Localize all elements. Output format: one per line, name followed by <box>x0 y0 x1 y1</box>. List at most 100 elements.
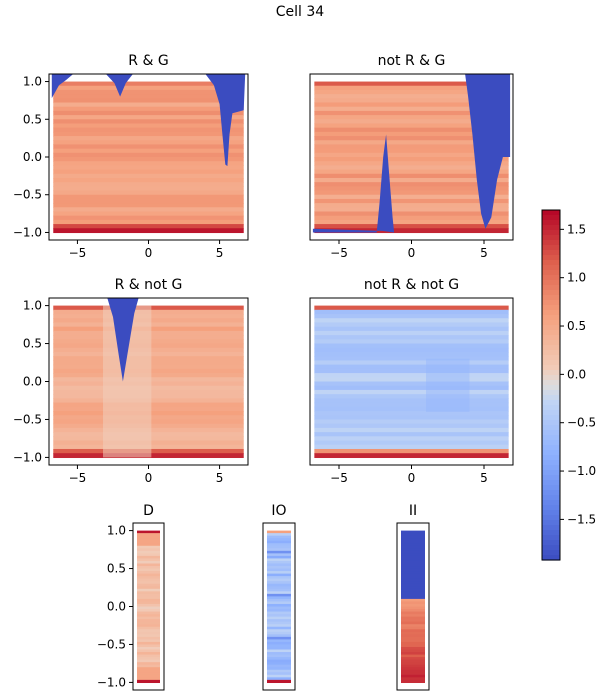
heatmap-row <box>314 389 509 395</box>
colorbar-segment <box>542 555 560 561</box>
heatmap-row <box>314 182 509 187</box>
strip-row <box>137 621 160 625</box>
axes-frame <box>262 522 296 691</box>
x-tick-label: −5 <box>330 246 348 260</box>
figure-title: Cell 34 <box>276 4 325 20</box>
heatmap-row <box>314 436 509 442</box>
strip-row <box>267 603 291 608</box>
strip-row <box>401 609 425 613</box>
colorbar-tick-label: −1.5 <box>567 512 596 526</box>
heatmap-row <box>53 94 244 99</box>
empty-region <box>105 74 133 97</box>
colorbar-segment <box>542 430 560 436</box>
y-tick-label: −0.5 <box>13 412 42 426</box>
heatmap-row <box>53 219 244 225</box>
strip-title: D <box>143 503 154 519</box>
strip-row <box>401 543 425 547</box>
colorbar-frame <box>541 209 561 561</box>
colorbar-segment <box>542 375 560 381</box>
heatmap-row <box>314 94 509 99</box>
strip-row <box>137 677 160 681</box>
heatmap-row <box>314 347 509 353</box>
heatmap-row <box>314 110 509 116</box>
strip-row <box>137 659 160 663</box>
heatmap-row <box>314 330 509 336</box>
strip-row <box>137 591 160 595</box>
colorbar-segment <box>542 530 560 536</box>
heatmap-row <box>314 453 509 459</box>
strip-row <box>137 560 160 565</box>
strip-row <box>267 606 291 610</box>
strip-io: IO <box>262 503 296 691</box>
heatmap-row <box>53 190 244 196</box>
strip-row <box>401 535 425 539</box>
strip-image <box>267 530 291 684</box>
heatmap-row <box>314 368 509 374</box>
strip-row <box>137 674 160 678</box>
strip-row <box>401 677 425 681</box>
heatmap-row <box>314 356 509 362</box>
colorbar-tick-label: 1.0 <box>567 271 586 285</box>
strip-row <box>267 543 291 547</box>
heatmap-row <box>314 444 509 450</box>
strip-row <box>401 644 425 648</box>
colorbar-segment <box>542 265 560 271</box>
colorbar-segment <box>542 350 560 356</box>
heatmap-row <box>314 411 509 416</box>
strip-row <box>137 593 160 597</box>
colorbar-segment <box>542 435 560 441</box>
heatmap-row <box>314 127 509 133</box>
strip-row <box>401 571 425 575</box>
strip-row <box>401 560 425 565</box>
strip-row <box>267 578 291 582</box>
colorbar-segment <box>542 455 560 461</box>
strip-row <box>401 533 425 537</box>
strip-row <box>267 540 291 544</box>
strip-row <box>267 644 291 648</box>
strip-row <box>267 566 291 570</box>
strip-row <box>267 611 291 615</box>
colorbar-segment <box>542 490 560 496</box>
strip-row <box>267 654 291 658</box>
heatmap-row <box>314 385 509 391</box>
strip-row <box>137 639 160 643</box>
strip-row <box>267 652 291 656</box>
colorbar-segment <box>542 480 560 486</box>
strip-row <box>401 667 425 671</box>
strip-row <box>137 566 160 570</box>
colorbar-segment <box>542 310 560 316</box>
strip-row <box>267 548 291 552</box>
colorbar-segment <box>542 220 560 226</box>
strip-row <box>267 634 291 638</box>
strip-row <box>267 657 291 661</box>
colorbar-segment <box>542 535 560 541</box>
strip-row <box>401 629 425 633</box>
heatmap-row <box>53 186 244 192</box>
strip-row <box>401 652 425 656</box>
strip-row <box>267 646 291 651</box>
heatmap-row <box>314 152 509 158</box>
x-tick-label: −5 <box>69 246 87 260</box>
heatmap-row <box>314 186 509 192</box>
strip-row <box>137 545 160 549</box>
strip-row <box>401 563 425 567</box>
strip-row <box>137 646 160 651</box>
heatmap-row <box>53 110 244 116</box>
colorbar-segment <box>542 445 560 451</box>
heatmap-row <box>314 85 509 91</box>
strip-row <box>137 588 160 592</box>
colorbar-segment <box>542 525 560 531</box>
strip-row <box>137 652 160 656</box>
strip-row <box>267 550 291 554</box>
colorbar-segment <box>542 365 560 371</box>
strip-row <box>137 581 160 585</box>
colorbar-tick-label: 0.0 <box>567 367 586 381</box>
heatmap-row <box>53 211 244 217</box>
strip-row <box>267 598 291 603</box>
colorbar-segment <box>542 330 560 336</box>
strip-row <box>267 679 291 684</box>
strip-row <box>401 624 425 628</box>
colorbar-segment <box>542 540 560 546</box>
strip-row <box>137 540 160 544</box>
strip-row <box>401 649 425 653</box>
